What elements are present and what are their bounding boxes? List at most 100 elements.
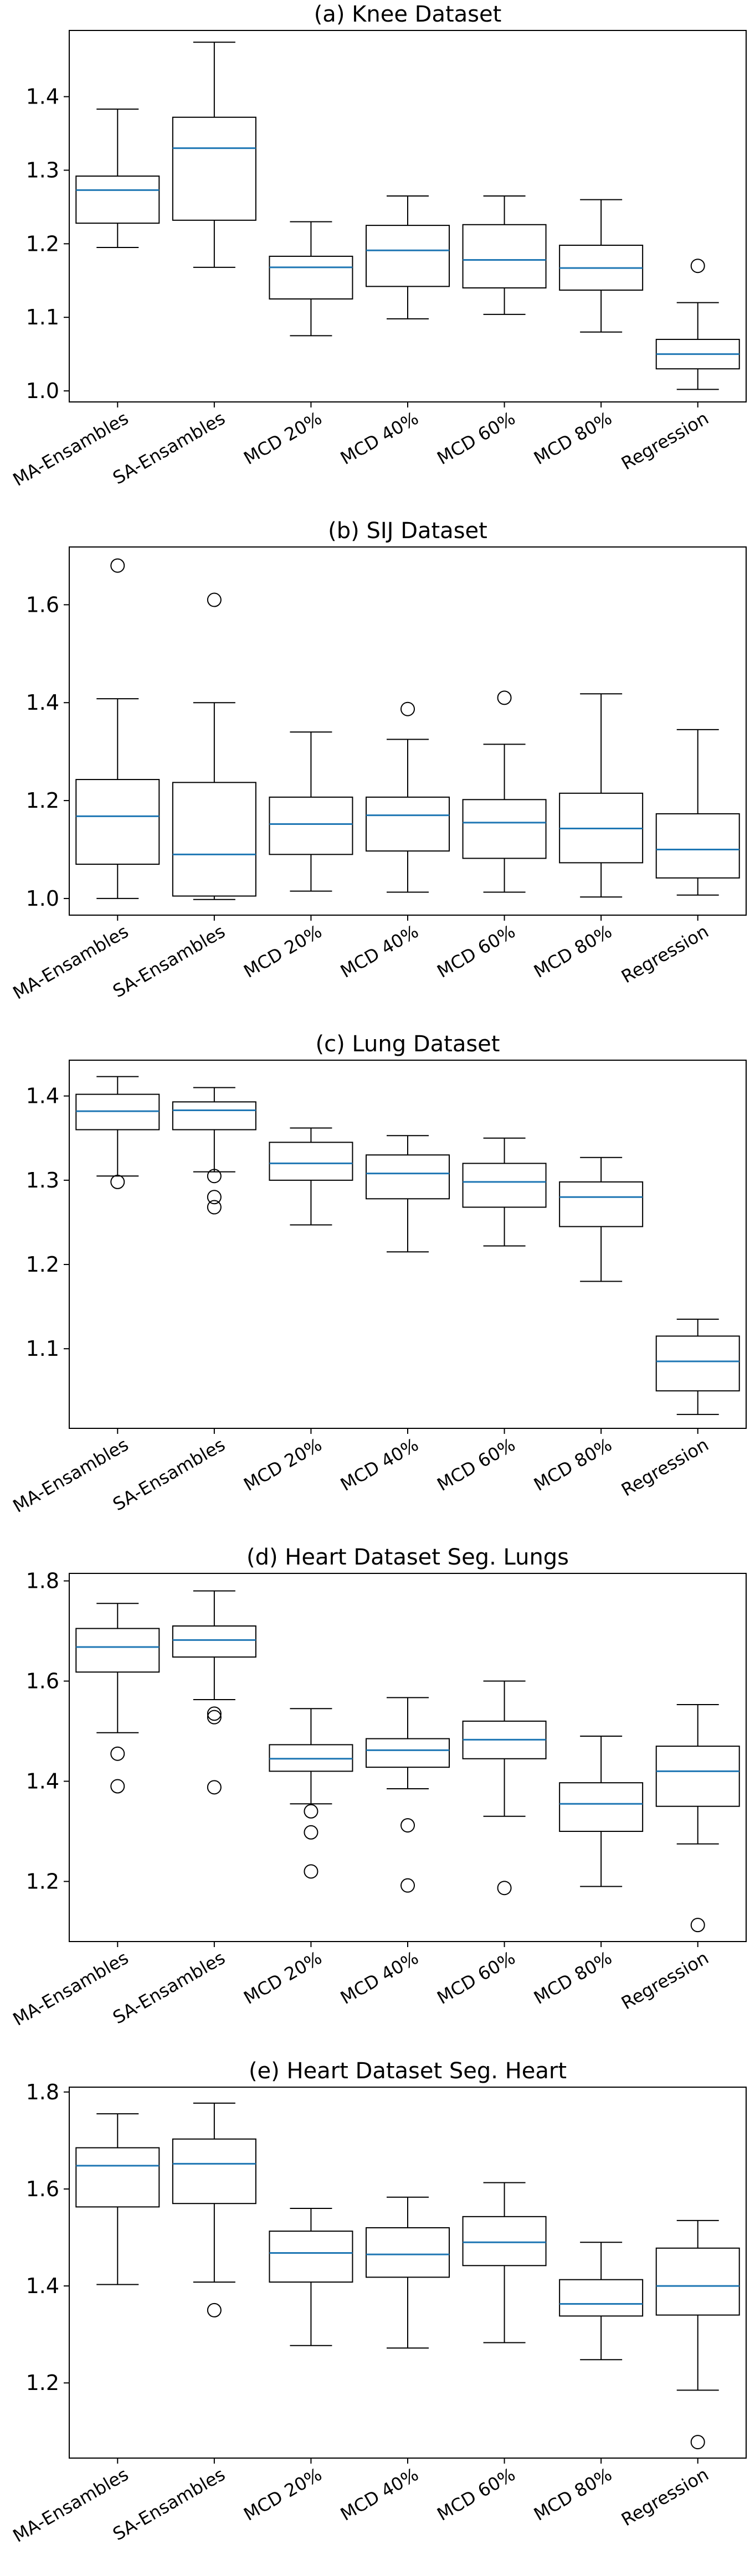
x-tick-label: Regression bbox=[618, 407, 712, 474]
outlier-point bbox=[690, 259, 705, 273]
box-iqr bbox=[172, 116, 256, 221]
box-iqr bbox=[366, 225, 450, 287]
y-tick-label: 1.4 bbox=[26, 690, 59, 715]
x-tick-label: MCD 40% bbox=[337, 921, 422, 982]
box-iqr bbox=[462, 799, 547, 859]
x-tick-label: MCD 20% bbox=[240, 921, 325, 982]
box-iqr bbox=[655, 1335, 740, 1392]
box-iqr bbox=[462, 224, 547, 289]
box-iqr bbox=[655, 2247, 740, 2316]
outlier-point bbox=[207, 1780, 222, 1795]
box-ma-ensambles bbox=[75, 109, 160, 248]
outlier-point bbox=[110, 558, 125, 573]
x-tick-label: MCD 60% bbox=[434, 1434, 519, 1495]
box-iqr bbox=[655, 1746, 740, 1807]
box-mcd-60- bbox=[462, 2182, 547, 2343]
box-iqr bbox=[172, 2138, 256, 2205]
panel-3: (c) Lung Dataset1.11.21.31.4MA-Ensambles… bbox=[9, 1031, 747, 1517]
outlier-point bbox=[497, 690, 512, 705]
y-tick-label: 1.8 bbox=[26, 2080, 59, 2104]
x-tick-label: MCD 60% bbox=[434, 2464, 519, 2525]
box-mcd-40- bbox=[366, 195, 450, 319]
box-iqr bbox=[366, 2227, 450, 2278]
box-iqr bbox=[559, 2279, 644, 2317]
outlier-point bbox=[110, 1746, 125, 1761]
y-tick-label: 1.6 bbox=[26, 1669, 59, 1694]
box-mcd-60- bbox=[462, 690, 547, 893]
box-iqr bbox=[75, 1628, 160, 1673]
box-iqr bbox=[462, 1163, 547, 1208]
y-tick-label: 1.6 bbox=[26, 592, 59, 617]
panel-4: (d) Heart Dataset Seg. Lungs 1.2 1.4 1.6 1.8… bbox=[9, 1545, 747, 2030]
outlier-point bbox=[304, 1804, 319, 1819]
x-tick-label: MCD 20% bbox=[240, 1947, 325, 2009]
y-tick-label: 1.0 bbox=[26, 886, 59, 911]
box-mcd-20- bbox=[269, 221, 353, 337]
x-tick-label: MCD 60% bbox=[434, 1947, 519, 2009]
outlier-point bbox=[110, 1779, 125, 1794]
box-mcd-80- bbox=[559, 199, 644, 333]
x-tick-label: MCD 20% bbox=[240, 1434, 325, 1495]
outlier-point bbox=[690, 2435, 705, 2450]
x-tick-label: MCD 40% bbox=[337, 2464, 422, 2525]
box-iqr bbox=[559, 1181, 644, 1227]
box-iqr bbox=[559, 1782, 644, 1832]
y-tick-label: 1.6 bbox=[26, 2177, 59, 2201]
chart-title: (e) Heart Dataset Seg. Heart bbox=[249, 2058, 567, 2084]
box-sa-ensambles bbox=[172, 1087, 256, 1215]
x-tick-label: MCD 40% bbox=[337, 1947, 422, 2009]
x-tick-label: MCD 80% bbox=[530, 921, 615, 982]
box-regression bbox=[655, 2219, 740, 2450]
box-sa-ensambles bbox=[172, 42, 256, 268]
y-tick-label: 1.4 bbox=[26, 1769, 59, 1793]
x-tick-label: MCD 40% bbox=[337, 1434, 422, 1495]
box-regression bbox=[655, 729, 740, 896]
box-iqr bbox=[269, 255, 353, 300]
box-iqr bbox=[269, 1142, 353, 1181]
outlier-point bbox=[110, 1174, 125, 1189]
box-mcd-20- bbox=[269, 1708, 353, 1879]
x-tick-label: Regression bbox=[618, 921, 712, 987]
box-regression bbox=[655, 1318, 740, 1415]
x-tick-label: MCD 20% bbox=[240, 407, 325, 469]
box-iqr bbox=[172, 1101, 256, 1130]
x-tick-label: MCD 20% bbox=[240, 2464, 325, 2525]
outlier-point bbox=[207, 1200, 222, 1215]
outlier-point bbox=[304, 1825, 319, 1840]
axes-frame bbox=[69, 2087, 747, 2459]
chart-title: (d) Heart Dataset Seg. Lungs bbox=[246, 1545, 569, 1570]
y-tick-label: 1.2 bbox=[26, 1252, 59, 1277]
x-tick-label: MCD 80% bbox=[530, 407, 615, 469]
box-iqr bbox=[172, 782, 256, 897]
y-tick-label: 1.2 bbox=[26, 788, 59, 813]
box-sa-ensambles bbox=[172, 1590, 256, 1795]
outlier-point bbox=[400, 1878, 415, 1893]
outlier-point bbox=[497, 1881, 512, 1896]
box-mcd-80- bbox=[559, 693, 644, 898]
y-tick-label: 1.4 bbox=[26, 2274, 59, 2298]
y-tick-label: 1.8 bbox=[26, 1569, 59, 1593]
outlier-point bbox=[690, 1918, 705, 1933]
outlier-point bbox=[207, 1190, 222, 1205]
outlier-point bbox=[304, 1864, 319, 1879]
x-tick-label: MCD 40% bbox=[337, 407, 422, 469]
box-mcd-40- bbox=[366, 1697, 450, 1893]
box-iqr bbox=[75, 175, 160, 224]
outlier-point bbox=[400, 1818, 415, 1833]
box-mcd-80- bbox=[559, 1157, 644, 1282]
x-tick-label: MCD 60% bbox=[434, 921, 519, 982]
box-mcd-80- bbox=[559, 2242, 644, 2361]
outlier-point bbox=[207, 592, 222, 607]
box-iqr bbox=[172, 1625, 256, 1658]
box-iqr bbox=[366, 1738, 450, 1768]
box-iqr bbox=[75, 779, 160, 865]
box-ma-ensambles bbox=[75, 1603, 160, 1794]
y-tick-label: 1.1 bbox=[26, 1336, 59, 1361]
y-tick-label: 1.3 bbox=[26, 1168, 59, 1193]
outlier-point bbox=[207, 1169, 222, 1184]
box-mcd-60- bbox=[462, 195, 547, 315]
y-tick-label: 1.2 bbox=[26, 1869, 59, 1893]
x-tick-label: MCD 80% bbox=[530, 2464, 615, 2525]
box-iqr bbox=[655, 813, 740, 879]
box-ma-ensambles bbox=[75, 558, 160, 899]
